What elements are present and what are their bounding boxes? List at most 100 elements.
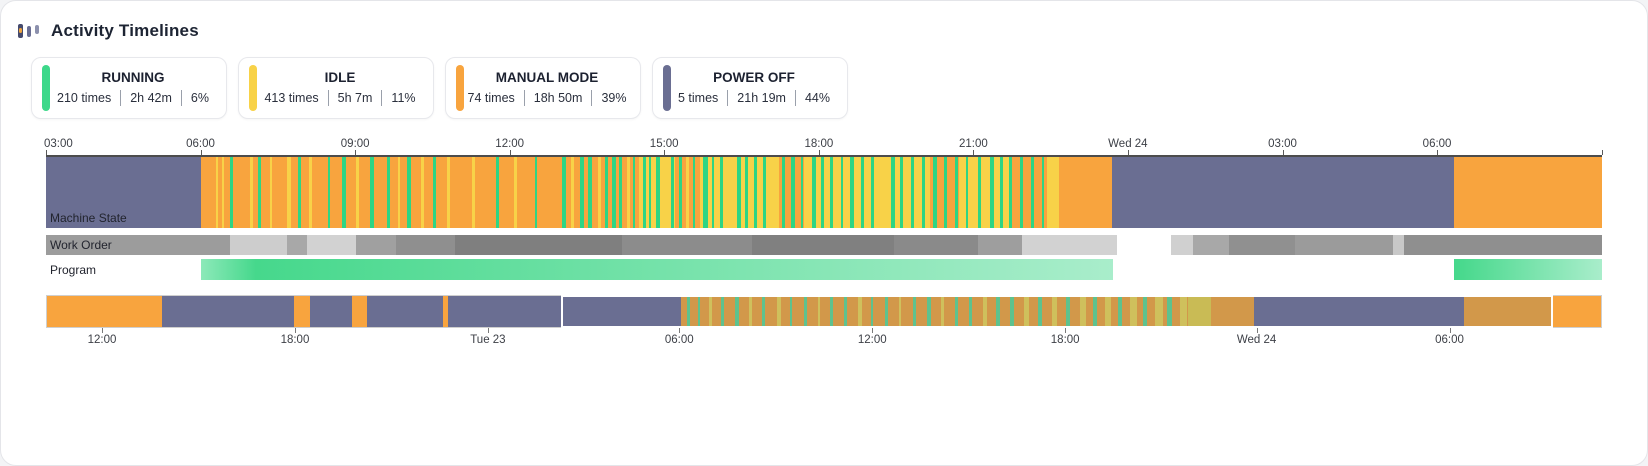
work-order-segment[interactable] [752,235,895,255]
overview-stripe[interactable] [1066,296,1071,327]
work-order-segment[interactable] [1393,235,1405,255]
machine-state-stripe-idle[interactable] [472,157,476,228]
machine-state-stripe-running[interactable] [579,157,584,228]
machine-state-stripe-running[interactable] [612,157,617,228]
work-order-segment[interactable] [978,235,1022,255]
machine-state-stripe-running[interactable] [890,157,895,228]
overview-selection-brush[interactable] [561,295,1553,328]
program-segment[interactable] [200,259,1114,280]
machine-state-stripe-running[interactable] [954,157,958,228]
machine-state-stripe-running[interactable] [850,157,855,228]
overview-segment-manual[interactable] [294,296,310,327]
machine-state-stripe-running[interactable] [605,157,609,228]
machine-state-stripe-running[interactable] [1030,157,1035,228]
work-order-segment[interactable] [396,235,456,255]
overview-stripe[interactable] [1130,296,1138,327]
machine-state-stripe-running[interactable] [341,157,346,228]
machine-state-stripe-running[interactable] [870,157,874,228]
machine-state-stripe-running[interactable] [588,157,592,228]
overview-stripe[interactable] [749,296,752,327]
machine-state-stripe-running[interactable] [632,157,636,228]
machine-state-stripe-running[interactable] [257,157,261,228]
machine-state-stripe-running[interactable] [965,157,968,228]
machine-state-segment-manual[interactable] [1010,157,1047,228]
overview-stripe[interactable] [817,296,821,327]
machine-state-stripe-running[interactable] [736,157,741,228]
legend-card-power-off[interactable]: POWER OFF 5 times 21h 19m 44% [652,57,848,119]
overview-segment-manual_dim[interactable] [681,296,1188,327]
machine-state-stripe-idle[interactable] [308,157,313,228]
machine-state-segment-idle[interactable] [803,157,930,228]
overview-segment-manual[interactable] [443,296,448,327]
machine-state-stripe-running[interactable] [999,157,1003,228]
overview-stripe[interactable] [1038,296,1043,327]
machine-state-stripe-idle[interactable] [627,157,631,228]
work-order-segment[interactable] [1192,235,1229,255]
machine-state-stripe-running[interactable] [1009,157,1013,228]
machine-state-segment-manual[interactable] [1058,157,1112,228]
work-order-segment[interactable] [287,235,308,255]
machine-state-stripe-running[interactable] [495,157,500,228]
overview-stripe[interactable] [1010,296,1015,327]
overview-stripe[interactable] [1105,296,1112,327]
work-order-segment[interactable] [1228,235,1296,255]
machine-state-stripe-running[interactable] [820,157,824,228]
machine-state-stripe-running[interactable] [978,157,982,228]
machine-state-stripe-idle[interactable] [598,157,601,228]
machine-state-stripe-idle[interactable] [685,157,689,228]
machine-state-stripe-running[interactable] [781,157,785,228]
machine-state-stripe-running[interactable] [432,157,437,228]
machine-state-stripe-running[interactable] [719,157,723,228]
legend-card-running[interactable]: RUNNING 210 times 2h 42m 6% [31,57,227,119]
machine-state-stripe-idle[interactable] [729,157,732,228]
overview-stripe[interactable] [803,296,807,327]
work-order-segment[interactable] [1170,235,1193,255]
overview-stripe[interactable] [830,296,834,327]
overview-stripe[interactable] [954,296,959,327]
machine-state-stripe-running[interactable] [922,157,925,228]
machine-state-row[interactable]: Machine State [46,157,1602,228]
work-order-segment[interactable] [355,235,397,255]
machine-state-stripe-idle[interactable] [663,157,667,228]
overview-segment-off[interactable] [447,296,682,327]
machine-state-stripe-running[interactable] [800,157,803,228]
overview-segment-manual[interactable] [47,296,162,327]
overview-segment-olive[interactable] [1187,296,1211,327]
machine-state-stripe-running[interactable] [298,157,301,228]
machine-state-stripe-running[interactable] [841,157,844,228]
machine-state-stripe-running[interactable] [561,157,567,228]
machine-state-stripe-idle[interactable] [270,157,273,228]
machine-state-segment-off[interactable] [1111,157,1455,228]
machine-state-stripe-running[interactable] [370,157,374,228]
overview-segment-manual_dim[interactable] [1210,296,1255,327]
machine-state-stripe-running[interactable] [753,157,758,228]
machine-state-stripe-running[interactable] [861,157,865,228]
machine-state-stripe-running[interactable] [763,157,766,228]
machine-state-stripe-running[interactable] [791,157,795,228]
overview-stripe[interactable] [1142,296,1148,327]
overview-stripe[interactable] [940,296,944,327]
overview-stripe[interactable] [1080,296,1086,327]
work-order-segment[interactable] [1021,235,1117,255]
overview-segment-off[interactable] [367,296,444,327]
machine-state-segment-off[interactable] [46,157,201,228]
machine-state-stripe-idle[interactable] [514,157,517,228]
overview-segment-off[interactable] [1254,296,1465,327]
machine-state-stripe-idle[interactable] [571,157,575,228]
machine-state-stripe-running[interactable] [1020,157,1023,228]
work-order-segment[interactable] [455,235,622,255]
machine-state-stripe-idle[interactable] [356,157,360,228]
overview-segment-manual_dim[interactable] [1464,296,1553,327]
machine-state-stripe-running[interactable] [655,157,660,228]
machine-state-segment-manual[interactable] [1454,157,1602,228]
machine-state-stripe-running[interactable] [703,157,709,228]
machine-state-stripe-running[interactable] [911,157,915,228]
overview-segment-manual[interactable] [1552,296,1601,327]
machine-state-stripe-running[interactable] [642,157,646,228]
overview-timeline[interactable] [46,295,1602,328]
machine-state-stripe-idle[interactable] [215,157,219,228]
overview-stripe[interactable] [735,296,739,327]
overview-stripe[interactable] [968,296,972,327]
machine-state-stripe-running[interactable] [745,157,749,228]
overview-stripe[interactable] [996,296,1000,327]
